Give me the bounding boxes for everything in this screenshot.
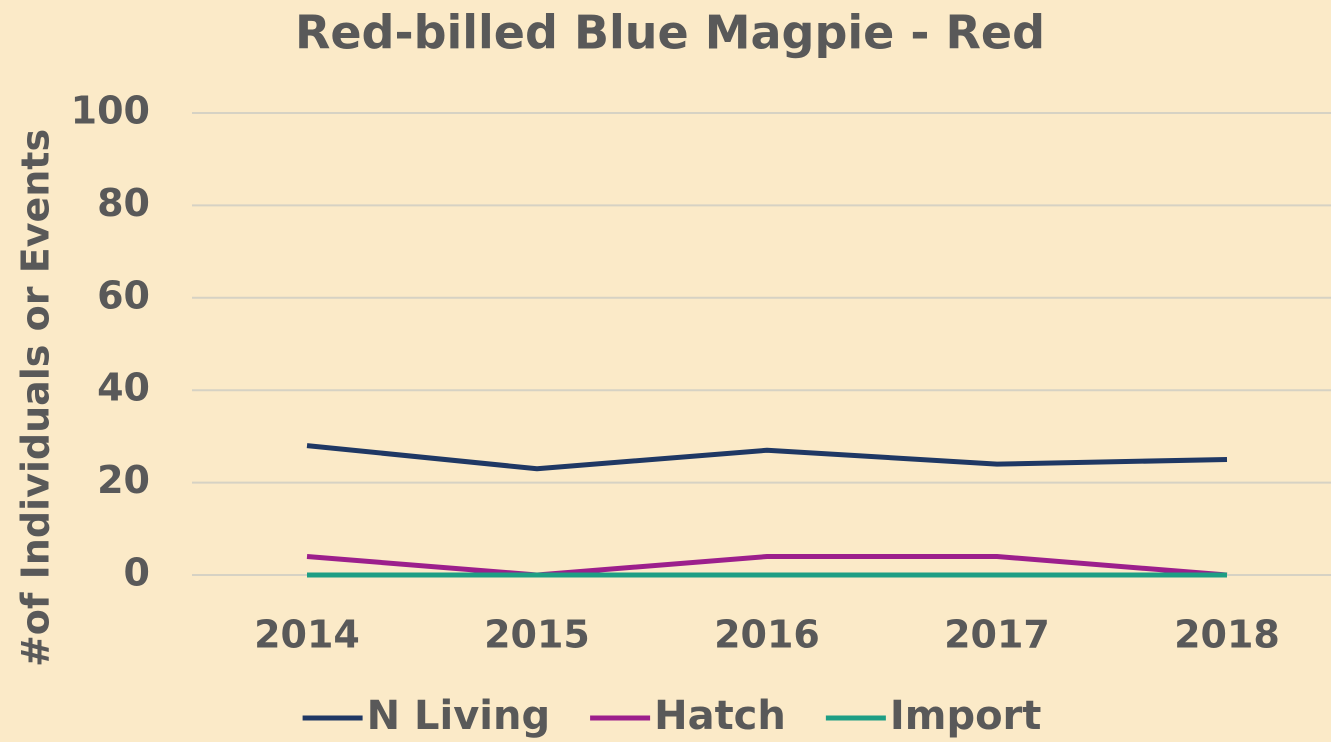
x-tick-label: 2016 bbox=[714, 613, 820, 657]
legend-label: Hatch bbox=[654, 693, 786, 739]
x-tick-label: 2017 bbox=[944, 613, 1050, 657]
x-tick-label: 2018 bbox=[1174, 613, 1280, 657]
legend-label: Import bbox=[890, 693, 1042, 739]
y-tick-label: 80 bbox=[97, 181, 150, 225]
y-tick-label: 0 bbox=[124, 551, 150, 595]
y-tick-label: 100 bbox=[71, 89, 150, 133]
chart-title: Red-billed Blue Magpie - Red bbox=[295, 6, 1045, 60]
x-tick-label: 2014 bbox=[254, 613, 360, 657]
x-tick-label: 2015 bbox=[484, 613, 590, 657]
y-tick-label: 60 bbox=[97, 273, 150, 317]
data-line bbox=[306, 443, 1228, 472]
y-tick-label: 40 bbox=[97, 366, 150, 410]
y-tick-label: 20 bbox=[97, 458, 150, 502]
y-axis-label: #of Individuals or Events bbox=[14, 129, 58, 667]
data-line bbox=[306, 554, 1228, 578]
legend-label: N Living bbox=[367, 693, 551, 739]
